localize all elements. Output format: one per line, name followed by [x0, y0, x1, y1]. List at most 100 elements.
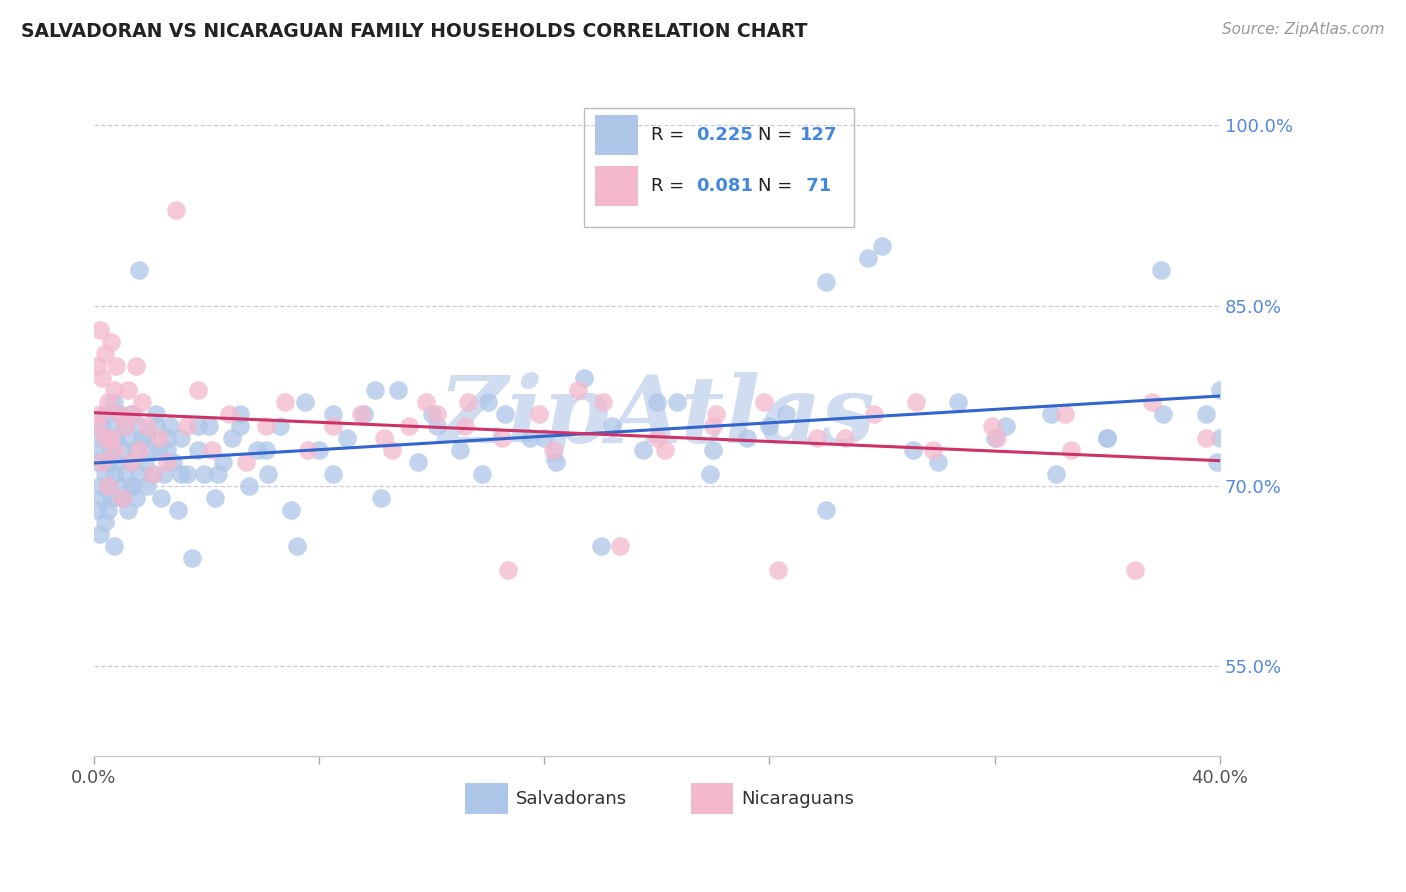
Point	[533, 431, 555, 445]
Point	[834, 431, 856, 445]
Point	[94, 467, 117, 481]
Point	[246, 442, 269, 457]
Point	[156, 442, 179, 457]
Point	[1140, 394, 1163, 409]
Point	[702, 418, 724, 433]
Point	[420, 407, 443, 421]
Point	[103, 467, 125, 481]
Point	[406, 455, 429, 469]
Point	[114, 418, 136, 433]
Point	[496, 563, 519, 577]
Point	[322, 407, 344, 421]
Point	[103, 539, 125, 553]
Point	[775, 407, 797, 421]
Point	[1045, 467, 1067, 481]
Point	[986, 431, 1008, 445]
Point	[1195, 431, 1218, 445]
Point	[117, 431, 139, 445]
Point	[541, 442, 564, 457]
Point	[704, 407, 727, 421]
Point	[91, 371, 114, 385]
Point	[527, 407, 550, 421]
Point	[97, 479, 120, 493]
Point	[97, 431, 120, 445]
Point	[904, 394, 927, 409]
Point	[350, 407, 373, 421]
Point	[1195, 407, 1218, 421]
Point	[1095, 431, 1118, 445]
Point	[218, 407, 240, 421]
Point	[415, 394, 437, 409]
Point	[128, 262, 150, 277]
Point	[128, 442, 150, 457]
Point	[165, 202, 187, 217]
Point	[145, 418, 167, 433]
Point	[131, 394, 153, 409]
Point	[145, 407, 167, 421]
Point	[285, 539, 308, 553]
Point	[120, 455, 142, 469]
Point	[631, 442, 654, 457]
Point	[806, 431, 828, 445]
Text: Salvadorans: Salvadorans	[516, 790, 627, 808]
Point	[134, 455, 156, 469]
Point	[457, 394, 479, 409]
Point	[94, 515, 117, 529]
Point	[454, 418, 477, 433]
Point	[103, 394, 125, 409]
Point	[308, 442, 330, 457]
Point	[238, 479, 260, 493]
Text: SALVADORAN VS NICARAGUAN FAMILY HOUSEHOLDS CORRELATION CHART: SALVADORAN VS NICARAGUAN FAMILY HOUSEHOL…	[21, 22, 807, 41]
Point	[980, 418, 1002, 433]
Point	[111, 491, 134, 505]
Point	[814, 275, 837, 289]
Point	[364, 383, 387, 397]
Point	[699, 467, 721, 481]
Point	[758, 418, 780, 433]
Point	[494, 407, 516, 421]
Point	[589, 539, 612, 553]
Point	[567, 383, 589, 397]
Text: R =: R =	[651, 126, 690, 145]
Point	[901, 442, 924, 457]
Point	[387, 383, 409, 397]
Point	[212, 455, 235, 469]
Point	[114, 467, 136, 481]
Text: 0.225: 0.225	[696, 126, 754, 145]
Point	[544, 455, 567, 469]
Point	[994, 418, 1017, 433]
Point	[735, 431, 758, 445]
Point	[1206, 455, 1229, 469]
Point	[142, 467, 165, 481]
Point	[167, 503, 190, 517]
Point	[94, 347, 117, 361]
Point	[136, 431, 159, 445]
Point	[148, 431, 170, 445]
Point	[120, 479, 142, 493]
Point	[204, 491, 226, 505]
Point	[176, 418, 198, 433]
Point	[983, 431, 1005, 445]
Point	[426, 407, 449, 421]
Point	[97, 503, 120, 517]
Point	[91, 442, 114, 457]
Text: ZipAtlas: ZipAtlas	[439, 372, 875, 462]
Point	[100, 491, 122, 505]
Point	[193, 467, 215, 481]
Point	[86, 418, 108, 433]
Text: N =: N =	[758, 177, 799, 195]
Point	[752, 394, 775, 409]
Point	[477, 394, 499, 409]
Point	[609, 539, 631, 553]
Text: 0.081: 0.081	[696, 177, 754, 195]
Point	[89, 479, 111, 493]
Point	[136, 418, 159, 433]
Point	[91, 455, 114, 469]
Point	[150, 491, 173, 505]
Point	[105, 455, 128, 469]
Point	[381, 442, 404, 457]
Point	[136, 479, 159, 493]
Bar	[595, 115, 638, 155]
Point	[856, 251, 879, 265]
Point	[108, 407, 131, 421]
